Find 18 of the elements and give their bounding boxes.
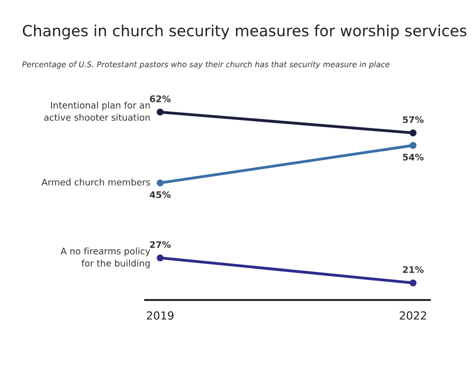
data-label: 21% xyxy=(402,266,424,274)
chart-title: Changes in church security measures for worship services xyxy=(22,24,466,40)
data-label: 45% xyxy=(150,191,171,198)
x-tick-label: 2022 xyxy=(400,311,426,320)
series-label: A no firearms policy for the building xyxy=(60,247,150,268)
series-label: Armed church members xyxy=(42,178,150,186)
x-tick-label: 2019 xyxy=(146,311,174,320)
point xyxy=(410,142,417,149)
point xyxy=(156,179,164,186)
data-label: 27% xyxy=(150,241,171,248)
data-label: 62% xyxy=(150,95,171,102)
point xyxy=(410,129,417,136)
series-label: Intentional plan for an active shooter situation xyxy=(44,102,150,121)
point xyxy=(410,279,417,286)
point xyxy=(156,108,164,116)
point xyxy=(156,254,164,262)
data-label: 57% xyxy=(402,116,424,124)
data-label: 54% xyxy=(402,154,424,161)
